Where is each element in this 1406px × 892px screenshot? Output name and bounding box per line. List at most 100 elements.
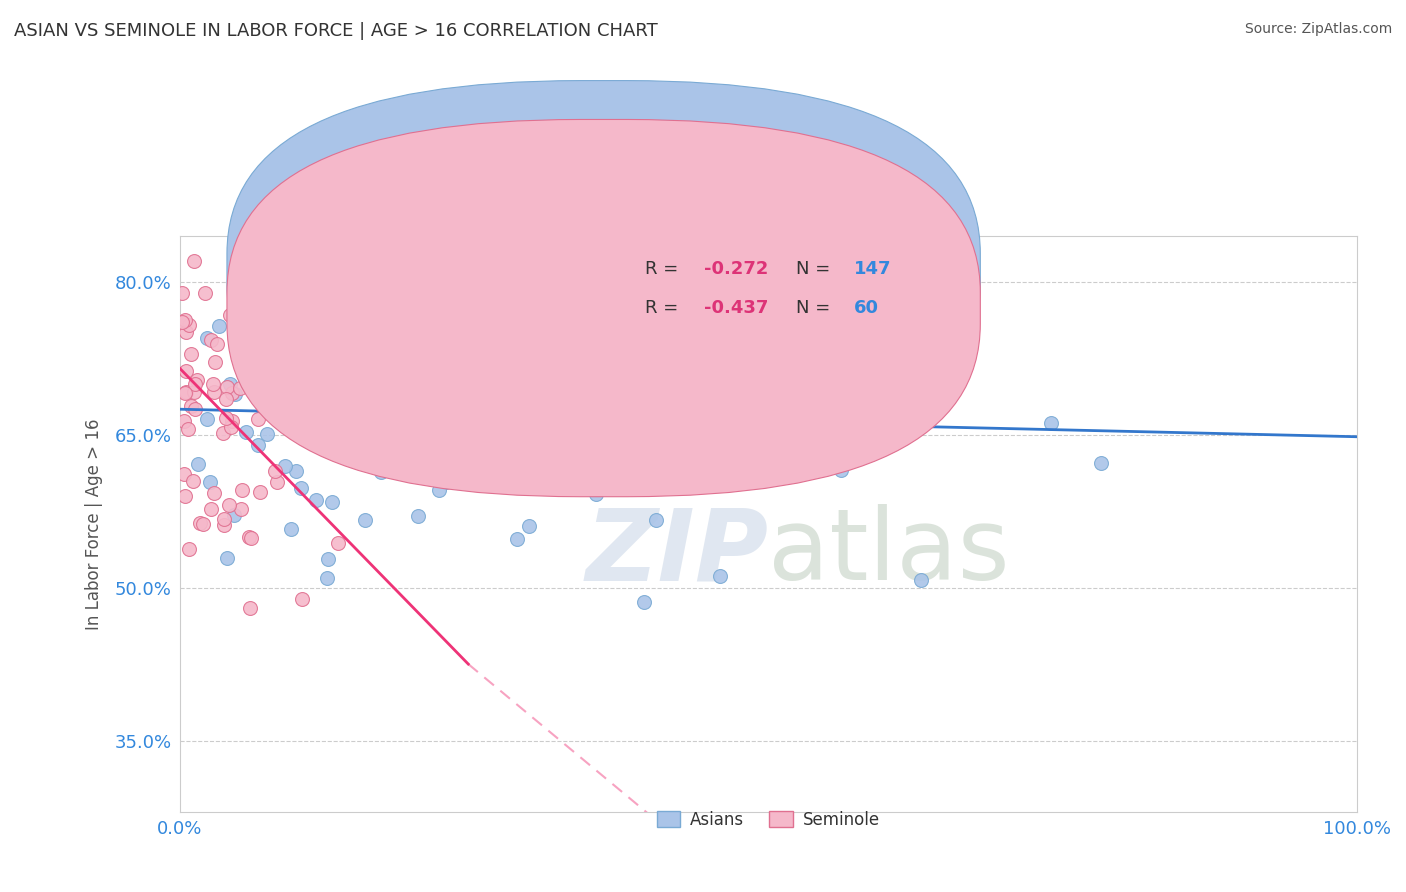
Point (170, 315, 193, 329)
Point (408, 341, 430, 355)
Point (184, 377, 207, 392)
Point (557, 428, 579, 442)
Point (173, 414, 195, 428)
Point (276, 391, 298, 405)
Point (215, 411, 238, 425)
Point (207, 337, 229, 351)
Point (460, 465, 482, 479)
Point (174, 325, 197, 339)
Point (721, 234, 744, 248)
Point (235, 425, 257, 439)
Point (485, 370, 508, 384)
Point (280, 522, 302, 536)
Point (321, 494, 343, 508)
Point (380, 434, 402, 449)
Point (201, 377, 224, 392)
Point (614, 431, 637, 445)
Point (333, 342, 356, 356)
Point (212, 511, 235, 525)
Point (395, 467, 418, 481)
Point (381, 455, 404, 469)
Point (219, 376, 242, 391)
Point (180, 399, 202, 413)
Text: -0.272: -0.272 (703, 260, 768, 278)
Point (484, 396, 506, 410)
Point (441, 317, 464, 331)
Point (273, 410, 295, 425)
Point (273, 378, 295, 392)
Point (173, 489, 195, 503)
Point (420, 463, 443, 477)
Point (343, 424, 366, 438)
Point (735, 365, 758, 379)
Point (266, 475, 288, 490)
Point (614, 441, 637, 455)
Point (343, 442, 366, 457)
Point (200, 333, 222, 347)
Point (305, 492, 328, 507)
Point (470, 373, 492, 387)
Text: ASIAN VS SEMINOLE IN LABOR FORCE | AGE > 16 CORRELATION CHART: ASIAN VS SEMINOLE IN LABOR FORCE | AGE >… (14, 22, 658, 40)
Point (827, 411, 849, 425)
Point (283, 394, 305, 409)
Point (260, 378, 283, 392)
Point (530, 356, 553, 370)
Point (236, 377, 259, 392)
Point (173, 467, 195, 481)
Point (588, 451, 610, 466)
Text: N =: N = (796, 260, 835, 278)
Point (316, 572, 339, 586)
Point (531, 400, 554, 414)
Point (330, 234, 353, 248)
Point (616, 449, 638, 463)
FancyBboxPatch shape (226, 120, 980, 497)
Legend: Asians, Seminole: Asians, Seminole (651, 804, 887, 835)
Point (221, 386, 243, 401)
Point (443, 417, 465, 431)
Point (174, 385, 197, 400)
Point (398, 373, 420, 387)
Point (277, 385, 299, 400)
Point (486, 392, 509, 406)
Point (547, 343, 569, 357)
Point (319, 354, 342, 368)
FancyBboxPatch shape (562, 247, 915, 326)
Point (412, 351, 434, 366)
Point (263, 464, 285, 478)
Point (571, 411, 593, 425)
Point (360, 388, 382, 402)
Point (335, 390, 357, 404)
Point (434, 475, 457, 489)
Point (536, 479, 558, 493)
Point (402, 418, 425, 433)
Point (576, 450, 599, 465)
Point (224, 508, 246, 523)
Point (406, 447, 429, 461)
Point (433, 273, 456, 287)
Point (231, 483, 253, 497)
Point (242, 368, 264, 383)
Point (326, 535, 349, 549)
Point (830, 462, 852, 476)
Text: 60: 60 (855, 299, 879, 317)
Point (582, 459, 605, 474)
Point (177, 318, 200, 332)
Point (224, 387, 246, 401)
Point (696, 343, 718, 358)
Point (373, 395, 395, 409)
Point (238, 530, 260, 544)
Point (411, 421, 433, 435)
Point (318, 373, 340, 387)
Point (737, 453, 759, 467)
Text: N =: N = (796, 299, 835, 317)
Point (540, 478, 562, 492)
Point (330, 436, 353, 450)
Point (731, 421, 754, 435)
Text: ZIP: ZIP (585, 504, 769, 601)
Point (477, 345, 499, 359)
Point (738, 403, 761, 417)
Text: atlas: atlas (769, 504, 1010, 601)
Point (633, 595, 655, 609)
Point (516, 402, 538, 417)
Point (217, 380, 239, 394)
